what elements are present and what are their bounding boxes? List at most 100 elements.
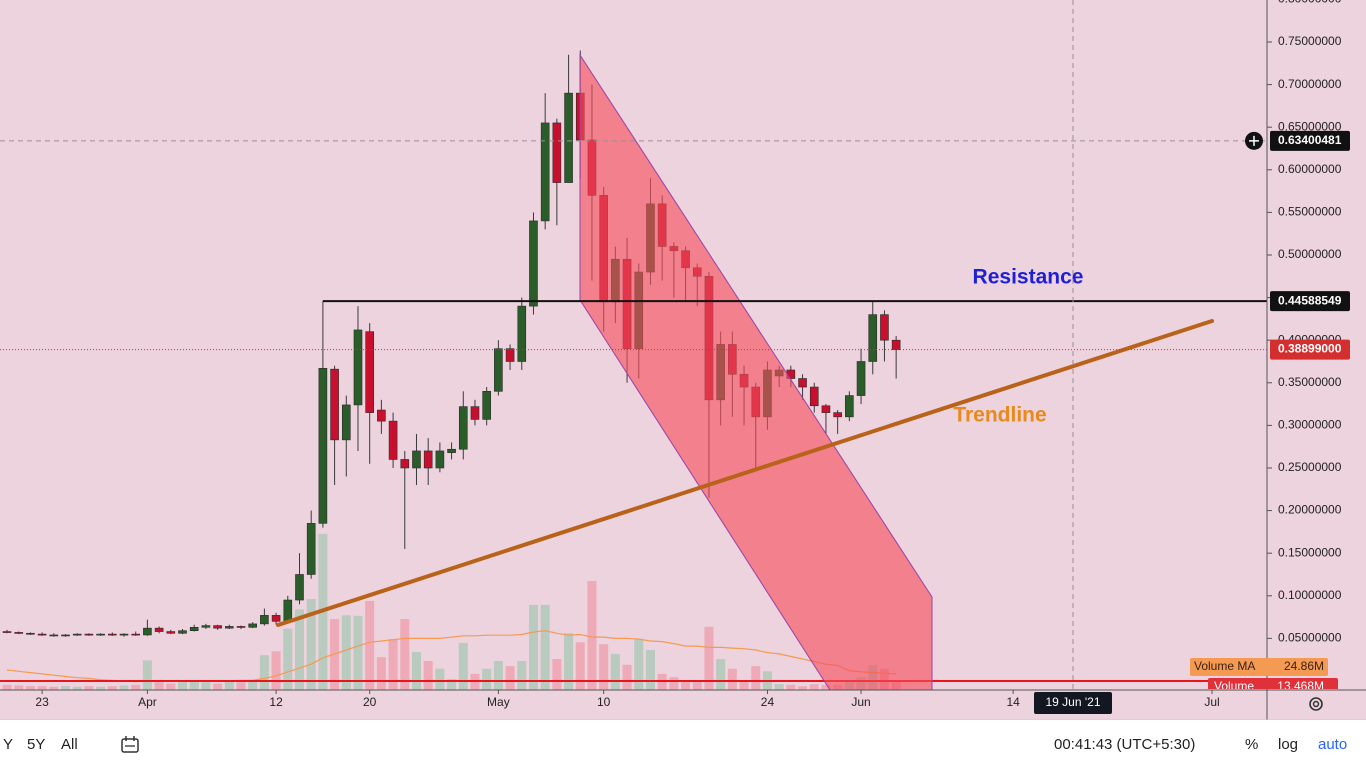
scale-option[interactable]: auto xyxy=(1318,736,1348,753)
y-tick-label: 0.65000000 xyxy=(1278,119,1342,133)
volume-bar xyxy=(49,686,59,690)
volume-badge: Volume 13.468M xyxy=(1208,678,1338,693)
volume-bar xyxy=(505,666,515,690)
candle-body xyxy=(61,634,70,637)
crosshair-add-icon-plus xyxy=(1249,135,1259,146)
volume-bar xyxy=(704,626,714,690)
volume-ma-badge xyxy=(1190,658,1328,676)
x-tick-label: Apr xyxy=(138,695,157,709)
volume-bar xyxy=(809,684,819,690)
candle-body xyxy=(423,450,433,469)
candle-body xyxy=(330,368,339,441)
candle-body xyxy=(798,378,807,388)
candle-body xyxy=(318,368,328,524)
volume-bar xyxy=(388,639,398,690)
candle-body xyxy=(260,615,269,625)
volume-bar xyxy=(669,677,679,690)
volume-bar xyxy=(517,660,527,690)
volume-bar xyxy=(224,680,234,690)
volume-bar xyxy=(528,604,538,690)
candle-body xyxy=(213,625,222,629)
candle-body xyxy=(178,630,187,634)
range-button[interactable]: All xyxy=(61,736,78,753)
candle-body xyxy=(353,329,363,406)
candle-body xyxy=(201,625,211,628)
volume-bar xyxy=(119,685,129,690)
annotation: Trendline xyxy=(953,404,1046,427)
volume-bar xyxy=(72,686,82,690)
y-tick-label: 0.50000000 xyxy=(1278,247,1342,261)
resistance-price-box xyxy=(1270,291,1350,312)
x-tick-label: Jul xyxy=(1204,695,1219,709)
candle-body xyxy=(49,634,59,637)
candle-body xyxy=(891,339,901,350)
settings-icon[interactable] xyxy=(1309,697,1323,711)
candle-body xyxy=(72,633,82,636)
volume-ma-name: Volume MA xyxy=(1194,659,1255,673)
candle-body xyxy=(552,122,562,183)
range-button[interactable]: Y xyxy=(3,736,14,753)
x-tick-label: 12 xyxy=(269,695,283,709)
volume-bar xyxy=(166,683,176,690)
volume-bar xyxy=(283,628,293,690)
volume-bar xyxy=(482,668,492,690)
date-range-icon[interactable] xyxy=(120,735,142,755)
axes: 0.05000000 0.10000000 0.15000000 0.20000000… xyxy=(35,0,1350,714)
volume-bar xyxy=(423,660,433,690)
candle-body xyxy=(225,626,234,629)
candle-body xyxy=(564,92,573,183)
volume-bar xyxy=(131,684,141,690)
volume-value: 13.468M xyxy=(1277,679,1324,693)
volume-bar xyxy=(610,653,620,690)
volume-bar xyxy=(821,684,831,690)
candle-body xyxy=(166,631,176,634)
volume-bar xyxy=(61,686,71,690)
volume-bar xyxy=(552,659,562,690)
candle-body xyxy=(435,450,445,469)
volume-bar xyxy=(142,660,152,690)
candle-body xyxy=(271,615,281,622)
volume-bar xyxy=(96,686,106,690)
y-tick-label: 0.20000000 xyxy=(1278,503,1342,517)
volume-bar xyxy=(259,655,269,690)
candle-body xyxy=(482,391,491,420)
crosshair-price-label: 0.63400481 xyxy=(1278,133,1342,147)
scale-option[interactable]: % xyxy=(1245,736,1259,753)
y-tick-label: 0.70000000 xyxy=(1278,77,1342,91)
candle-body xyxy=(412,450,421,469)
volume-bar xyxy=(271,651,281,690)
candle-body xyxy=(2,631,12,633)
candle-body xyxy=(119,633,129,636)
y-tick-label: 0.35000000 xyxy=(1278,375,1342,389)
scale-option[interactable]: log xyxy=(1278,736,1299,753)
volume-bar xyxy=(154,682,164,690)
candle-body xyxy=(880,314,889,341)
candle-body xyxy=(365,331,374,413)
volume-bar xyxy=(447,679,457,690)
candle-body xyxy=(248,623,257,628)
volume-badge-box xyxy=(1208,678,1338,689)
range-button[interactable]: 5Y xyxy=(27,736,46,753)
down-channel xyxy=(579,53,933,690)
candle-body xyxy=(283,599,293,622)
volume-bar xyxy=(306,599,316,690)
crosshair-date-label: 19 Jun '21 xyxy=(1045,695,1100,709)
volume-bar xyxy=(294,609,304,690)
volume-bar xyxy=(786,684,796,690)
x-tick-label: Jun xyxy=(851,695,870,709)
volume-bar xyxy=(493,660,503,690)
volume-bar xyxy=(798,686,808,690)
candle-body xyxy=(540,122,550,222)
volume-bar xyxy=(575,642,585,690)
candle-body xyxy=(470,406,480,420)
volume-bar xyxy=(248,679,258,690)
volume-bar xyxy=(435,668,445,690)
candle-body xyxy=(809,386,819,407)
volume-bar xyxy=(213,683,223,690)
volume-bar xyxy=(458,642,468,690)
y-tick-label: 0.80000000 xyxy=(1278,0,1342,6)
y-tick-label: 0.10000000 xyxy=(1278,588,1342,602)
volume-bar xyxy=(411,651,421,690)
candle-body xyxy=(189,626,199,632)
candle-body xyxy=(517,305,527,362)
